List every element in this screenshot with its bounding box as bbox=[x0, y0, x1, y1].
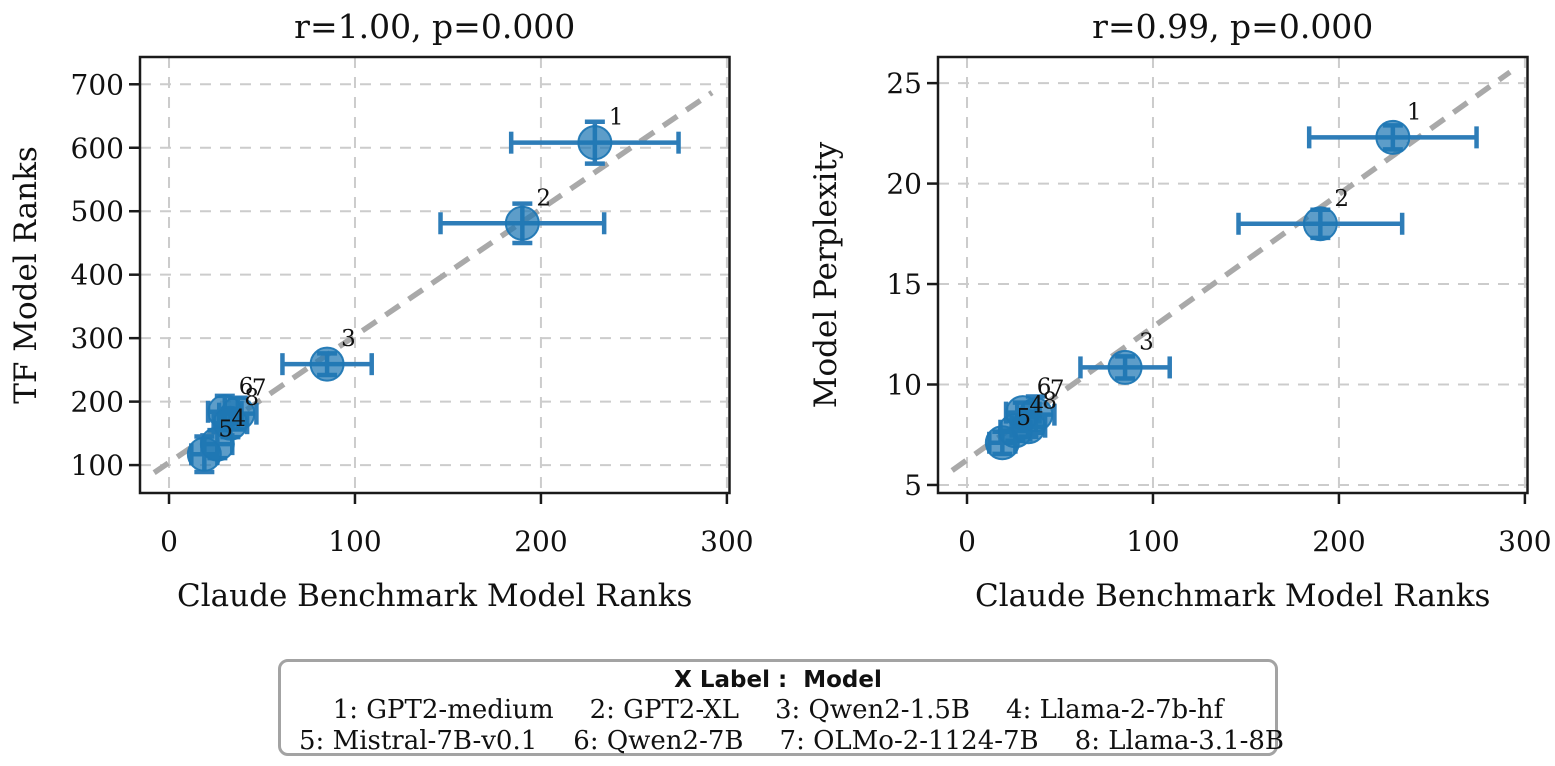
y-tick-label: 700 bbox=[71, 68, 124, 101]
data-point-3 bbox=[309, 346, 345, 382]
plot-title: r=1.00, p=0.000 bbox=[294, 7, 575, 46]
x-tick-label: 100 bbox=[328, 525, 381, 558]
point-label-5: 5 bbox=[218, 416, 233, 442]
legend-entry-3: 3: Qwen2-1.5B bbox=[774, 695, 971, 725]
x-axis-label: Claude Benchmark Model Ranks bbox=[177, 578, 692, 614]
data-point-2 bbox=[1302, 206, 1338, 242]
x-tick-label: 0 bbox=[160, 525, 178, 558]
y-tick-label: 500 bbox=[71, 195, 124, 228]
point-label-3: 3 bbox=[341, 326, 356, 352]
data-point-5 bbox=[984, 425, 1020, 461]
point-label-7: 7 bbox=[1050, 377, 1065, 403]
x-tick-label: 300 bbox=[700, 525, 753, 558]
legend-entry-1: 1: GPT2-medium bbox=[332, 695, 554, 725]
x-tick-label: 300 bbox=[1498, 525, 1551, 558]
data-point-1 bbox=[1375, 119, 1411, 155]
axes-frame bbox=[936, 55, 1529, 495]
x-axis-label: Claude Benchmark Model Ranks bbox=[975, 578, 1490, 614]
y-tick-label: 5 bbox=[904, 469, 922, 502]
point-label-3: 3 bbox=[1139, 329, 1154, 355]
y-tick-label: 25 bbox=[886, 67, 922, 100]
data-point-8 bbox=[212, 405, 248, 441]
legend-entry-5: 5: Mistral-7B-v0.1 bbox=[299, 726, 538, 756]
legend-entry-7: 7: OLMo-2-1124-7B bbox=[779, 726, 1039, 756]
point-label-1: 1 bbox=[609, 105, 624, 131]
y-axis-label: Model Perplexity bbox=[808, 141, 844, 408]
legend-row-1: 1: GPT2-medium 2: GPT2-XL 3: Qwen2-1.5B 4: … bbox=[281, 695, 1275, 726]
point-label-4: 4 bbox=[231, 406, 246, 432]
data-point-3 bbox=[1107, 349, 1143, 385]
y-tick-label: 10 bbox=[886, 369, 922, 402]
data-point-1 bbox=[577, 125, 613, 161]
point-label-6: 6 bbox=[239, 374, 254, 400]
x-tick-label: 200 bbox=[1312, 525, 1365, 558]
legend-entry-8: 8: Llama-3.1-8B bbox=[1074, 726, 1285, 756]
data-point-8 bbox=[1010, 409, 1046, 445]
point-label-5: 5 bbox=[1016, 405, 1031, 431]
data-point-2 bbox=[504, 205, 540, 241]
y-axis-label: TF Model Ranks bbox=[8, 146, 44, 404]
y-tick-label: 100 bbox=[71, 449, 124, 482]
y-tick-label: 200 bbox=[71, 386, 124, 419]
y-tick-label: 300 bbox=[71, 322, 124, 355]
point-label-2: 2 bbox=[1334, 186, 1349, 212]
point-label-8: 8 bbox=[244, 385, 259, 411]
x-tick-label: 200 bbox=[514, 525, 567, 558]
point-label-2: 2 bbox=[536, 185, 551, 211]
legend-row-2: 5: Mistral-7B-v0.1 6: Qwen2-7B 7: OLMo-2-1… bbox=[281, 726, 1284, 757]
legend-entry-4: 4: Llama-2-7b-hf bbox=[1006, 695, 1224, 725]
point-label-7: 7 bbox=[252, 376, 267, 402]
legend-entry-2: 2: GPT2-XL bbox=[589, 695, 739, 725]
point-label-6: 6 bbox=[1037, 375, 1052, 401]
point-label-1: 1 bbox=[1407, 99, 1422, 125]
data-point-5 bbox=[186, 436, 222, 472]
x-tick-label: 100 bbox=[1126, 525, 1179, 558]
y-tick-label: 400 bbox=[71, 259, 124, 292]
y-tick-label: 15 bbox=[886, 268, 922, 301]
plot-title: r=0.99, p=0.000 bbox=[1092, 7, 1373, 46]
y-tick-label: 20 bbox=[886, 168, 922, 201]
model-legend: X Label : Model 1: GPT2-medium 2: GPT2-XL… bbox=[278, 659, 1284, 757]
point-label-4: 4 bbox=[1029, 393, 1044, 419]
y-tick-label: 600 bbox=[71, 132, 124, 165]
point-label-8: 8 bbox=[1042, 389, 1057, 415]
legend-entry-6: 6: Qwen2-7B bbox=[573, 726, 744, 756]
legend-title: X Label : Model bbox=[674, 667, 882, 693]
x-tick-label: 0 bbox=[958, 525, 976, 558]
